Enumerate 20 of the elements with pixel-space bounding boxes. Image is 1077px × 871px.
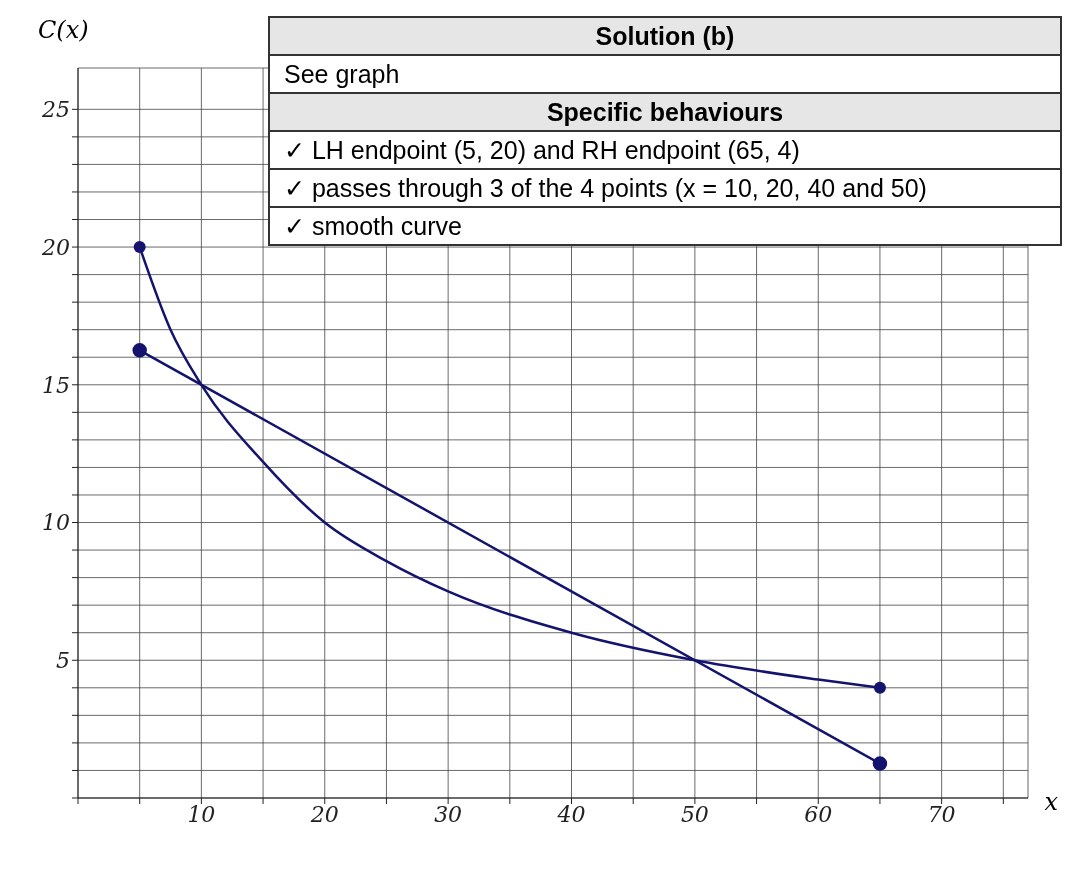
point xyxy=(133,241,146,254)
x-tick-label: 60 xyxy=(804,801,833,827)
x-tick-label: 30 xyxy=(434,801,463,827)
table-heading: Specific behaviours xyxy=(270,92,1060,130)
y-tick-label: 25 xyxy=(41,97,70,123)
x-tick-label: 50 xyxy=(680,801,709,827)
y-axis-title: C(x) xyxy=(38,16,89,44)
table-heading: Solution (b) xyxy=(270,16,1060,54)
x-axis-title: x xyxy=(1044,788,1058,816)
x-tick-label: 40 xyxy=(556,801,586,827)
x-tick-label: 20 xyxy=(309,801,339,827)
x-tick-label: 10 xyxy=(187,801,216,827)
y-tick-label: 20 xyxy=(41,234,70,260)
point xyxy=(132,343,147,358)
y-tick-label: 10 xyxy=(42,510,70,536)
point xyxy=(872,756,888,771)
x-tick-label: 70 xyxy=(927,801,956,827)
y-tick-label: 5 xyxy=(56,648,70,674)
y-tick-label: 15 xyxy=(42,372,70,398)
point xyxy=(873,681,886,694)
